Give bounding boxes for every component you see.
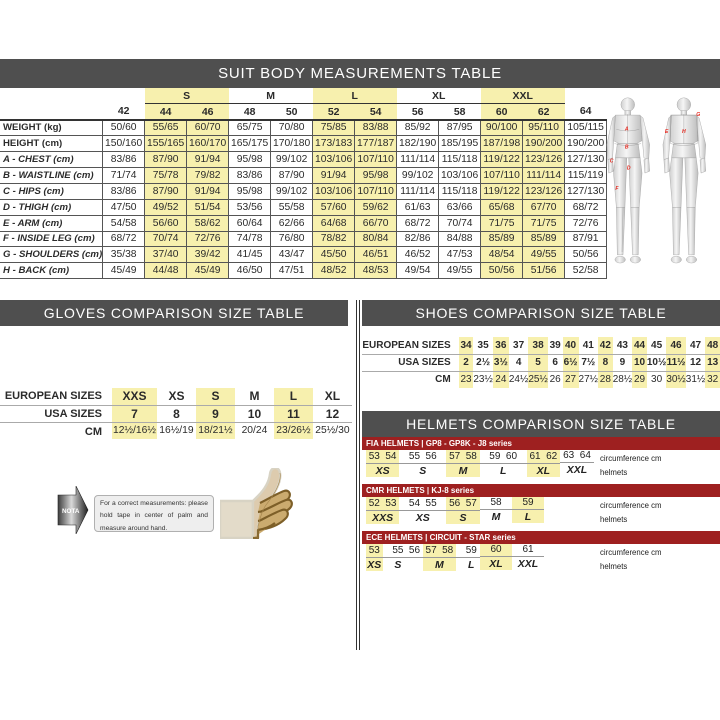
svg-text:G: G (696, 112, 700, 118)
svg-text:A: A (624, 126, 629, 132)
svg-text:H: H (682, 129, 686, 135)
svg-text:E: E (665, 129, 669, 135)
svg-text:B: B (625, 144, 629, 150)
svg-text:C: C (610, 159, 614, 165)
svg-text:NOTA: NOTA (62, 508, 80, 515)
svg-text:D: D (627, 165, 631, 171)
